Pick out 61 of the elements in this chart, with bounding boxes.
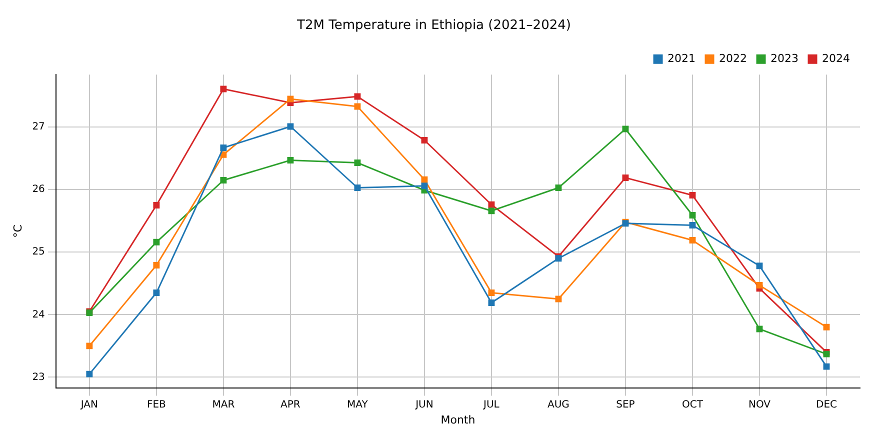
x-tick-label: DEC bbox=[816, 399, 838, 410]
x-tick-label: AUG bbox=[548, 399, 570, 410]
legend-label: 2023 bbox=[770, 52, 799, 65]
point bbox=[153, 238, 160, 246]
x-tick-label: JAN bbox=[80, 399, 98, 410]
y-tick-label: 27 bbox=[32, 122, 45, 133]
x-axis-title: Month bbox=[440, 413, 476, 426]
legend-label: 2021 bbox=[668, 52, 696, 65]
x-tick-label: OCT bbox=[682, 399, 704, 410]
x-tick-label: JUN bbox=[414, 399, 434, 410]
point bbox=[86, 370, 93, 378]
point bbox=[756, 262, 763, 270]
x-tick-label: NOV bbox=[748, 399, 771, 410]
y-tick-label: 23 bbox=[32, 372, 45, 383]
point bbox=[421, 176, 428, 183]
point bbox=[823, 363, 830, 370]
point bbox=[220, 177, 227, 184]
point bbox=[689, 192, 696, 198]
point bbox=[287, 96, 294, 102]
y-tick-label: 25 bbox=[32, 246, 45, 258]
point bbox=[756, 326, 763, 332]
point bbox=[488, 208, 495, 214]
point bbox=[153, 290, 160, 296]
point bbox=[287, 157, 294, 164]
x-tick-label: MAY bbox=[347, 399, 369, 410]
point bbox=[354, 160, 361, 166]
point bbox=[756, 282, 763, 288]
point bbox=[153, 262, 160, 268]
point bbox=[689, 222, 696, 228]
x-tick-label: APR bbox=[280, 399, 300, 410]
point bbox=[488, 201, 495, 208]
x-tick-label: JUL bbox=[482, 399, 500, 410]
x-tick-label: MAR bbox=[212, 399, 235, 410]
point bbox=[421, 182, 428, 190]
point bbox=[220, 86, 227, 92]
point bbox=[354, 184, 361, 191]
point bbox=[354, 103, 361, 110]
point bbox=[488, 290, 495, 296]
point bbox=[86, 342, 93, 350]
point bbox=[622, 126, 629, 132]
point bbox=[153, 202, 160, 208]
point bbox=[622, 174, 629, 181]
x-tick-label: SEP bbox=[616, 399, 635, 410]
chart-title: T2M Temperature in Ethiopia (2021–2024) bbox=[296, 18, 571, 34]
point bbox=[488, 300, 495, 306]
legend-label: 2024 bbox=[822, 52, 850, 65]
y-axis-title: °C bbox=[11, 224, 24, 238]
point bbox=[220, 151, 227, 158]
y-tick-label: 24 bbox=[32, 309, 45, 320]
point bbox=[555, 184, 562, 191]
point bbox=[823, 324, 830, 330]
point bbox=[689, 237, 696, 244]
point bbox=[354, 93, 361, 100]
point bbox=[220, 144, 227, 151]
point bbox=[287, 123, 294, 130]
point bbox=[689, 212, 696, 218]
point bbox=[555, 296, 562, 302]
point bbox=[421, 137, 428, 144]
legend-label: 2022 bbox=[719, 52, 748, 65]
x-tick-label: FEB bbox=[146, 399, 166, 410]
y-tick-label: 26 bbox=[32, 184, 45, 196]
